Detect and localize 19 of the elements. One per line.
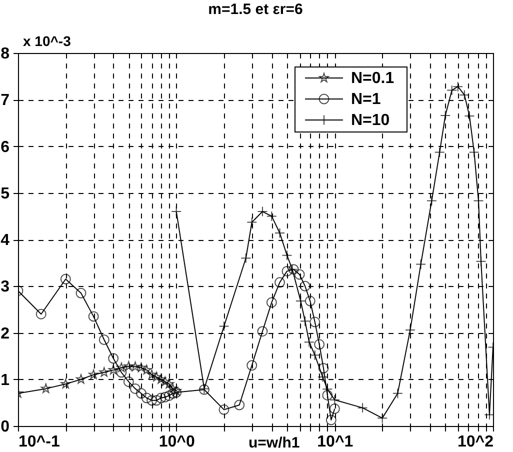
y-tick-label: 3 (0, 278, 10, 296)
y-tick-label: 2 (0, 325, 10, 342)
x-tick-label: 10^2 (457, 434, 494, 450)
y-tick-label: 1 (0, 372, 10, 389)
legend-label: N=0.1 (351, 70, 394, 87)
y-tick-label: 4 (0, 232, 10, 249)
x-tick-label: 10^-1 (18, 434, 60, 450)
x-tick-label: 10^1 (317, 434, 354, 450)
y-tick-label: 6 (0, 138, 10, 156)
x-axis-title: u=w/h1 (248, 434, 300, 452)
y-tick-label: 5 (0, 185, 10, 202)
chart-title: m=1.5 et εr=6 (208, 1, 303, 18)
legend-label: N=1 (351, 91, 381, 108)
legend-label: N=10 (351, 112, 390, 129)
y-tick-label: 0 (0, 418, 10, 436)
text: x 10^-3 (23, 33, 72, 49)
y-tick-label: 8 (0, 46, 10, 62)
y-tick-label: 7 (0, 92, 10, 110)
x-tick-label: 10^0 (158, 434, 195, 450)
